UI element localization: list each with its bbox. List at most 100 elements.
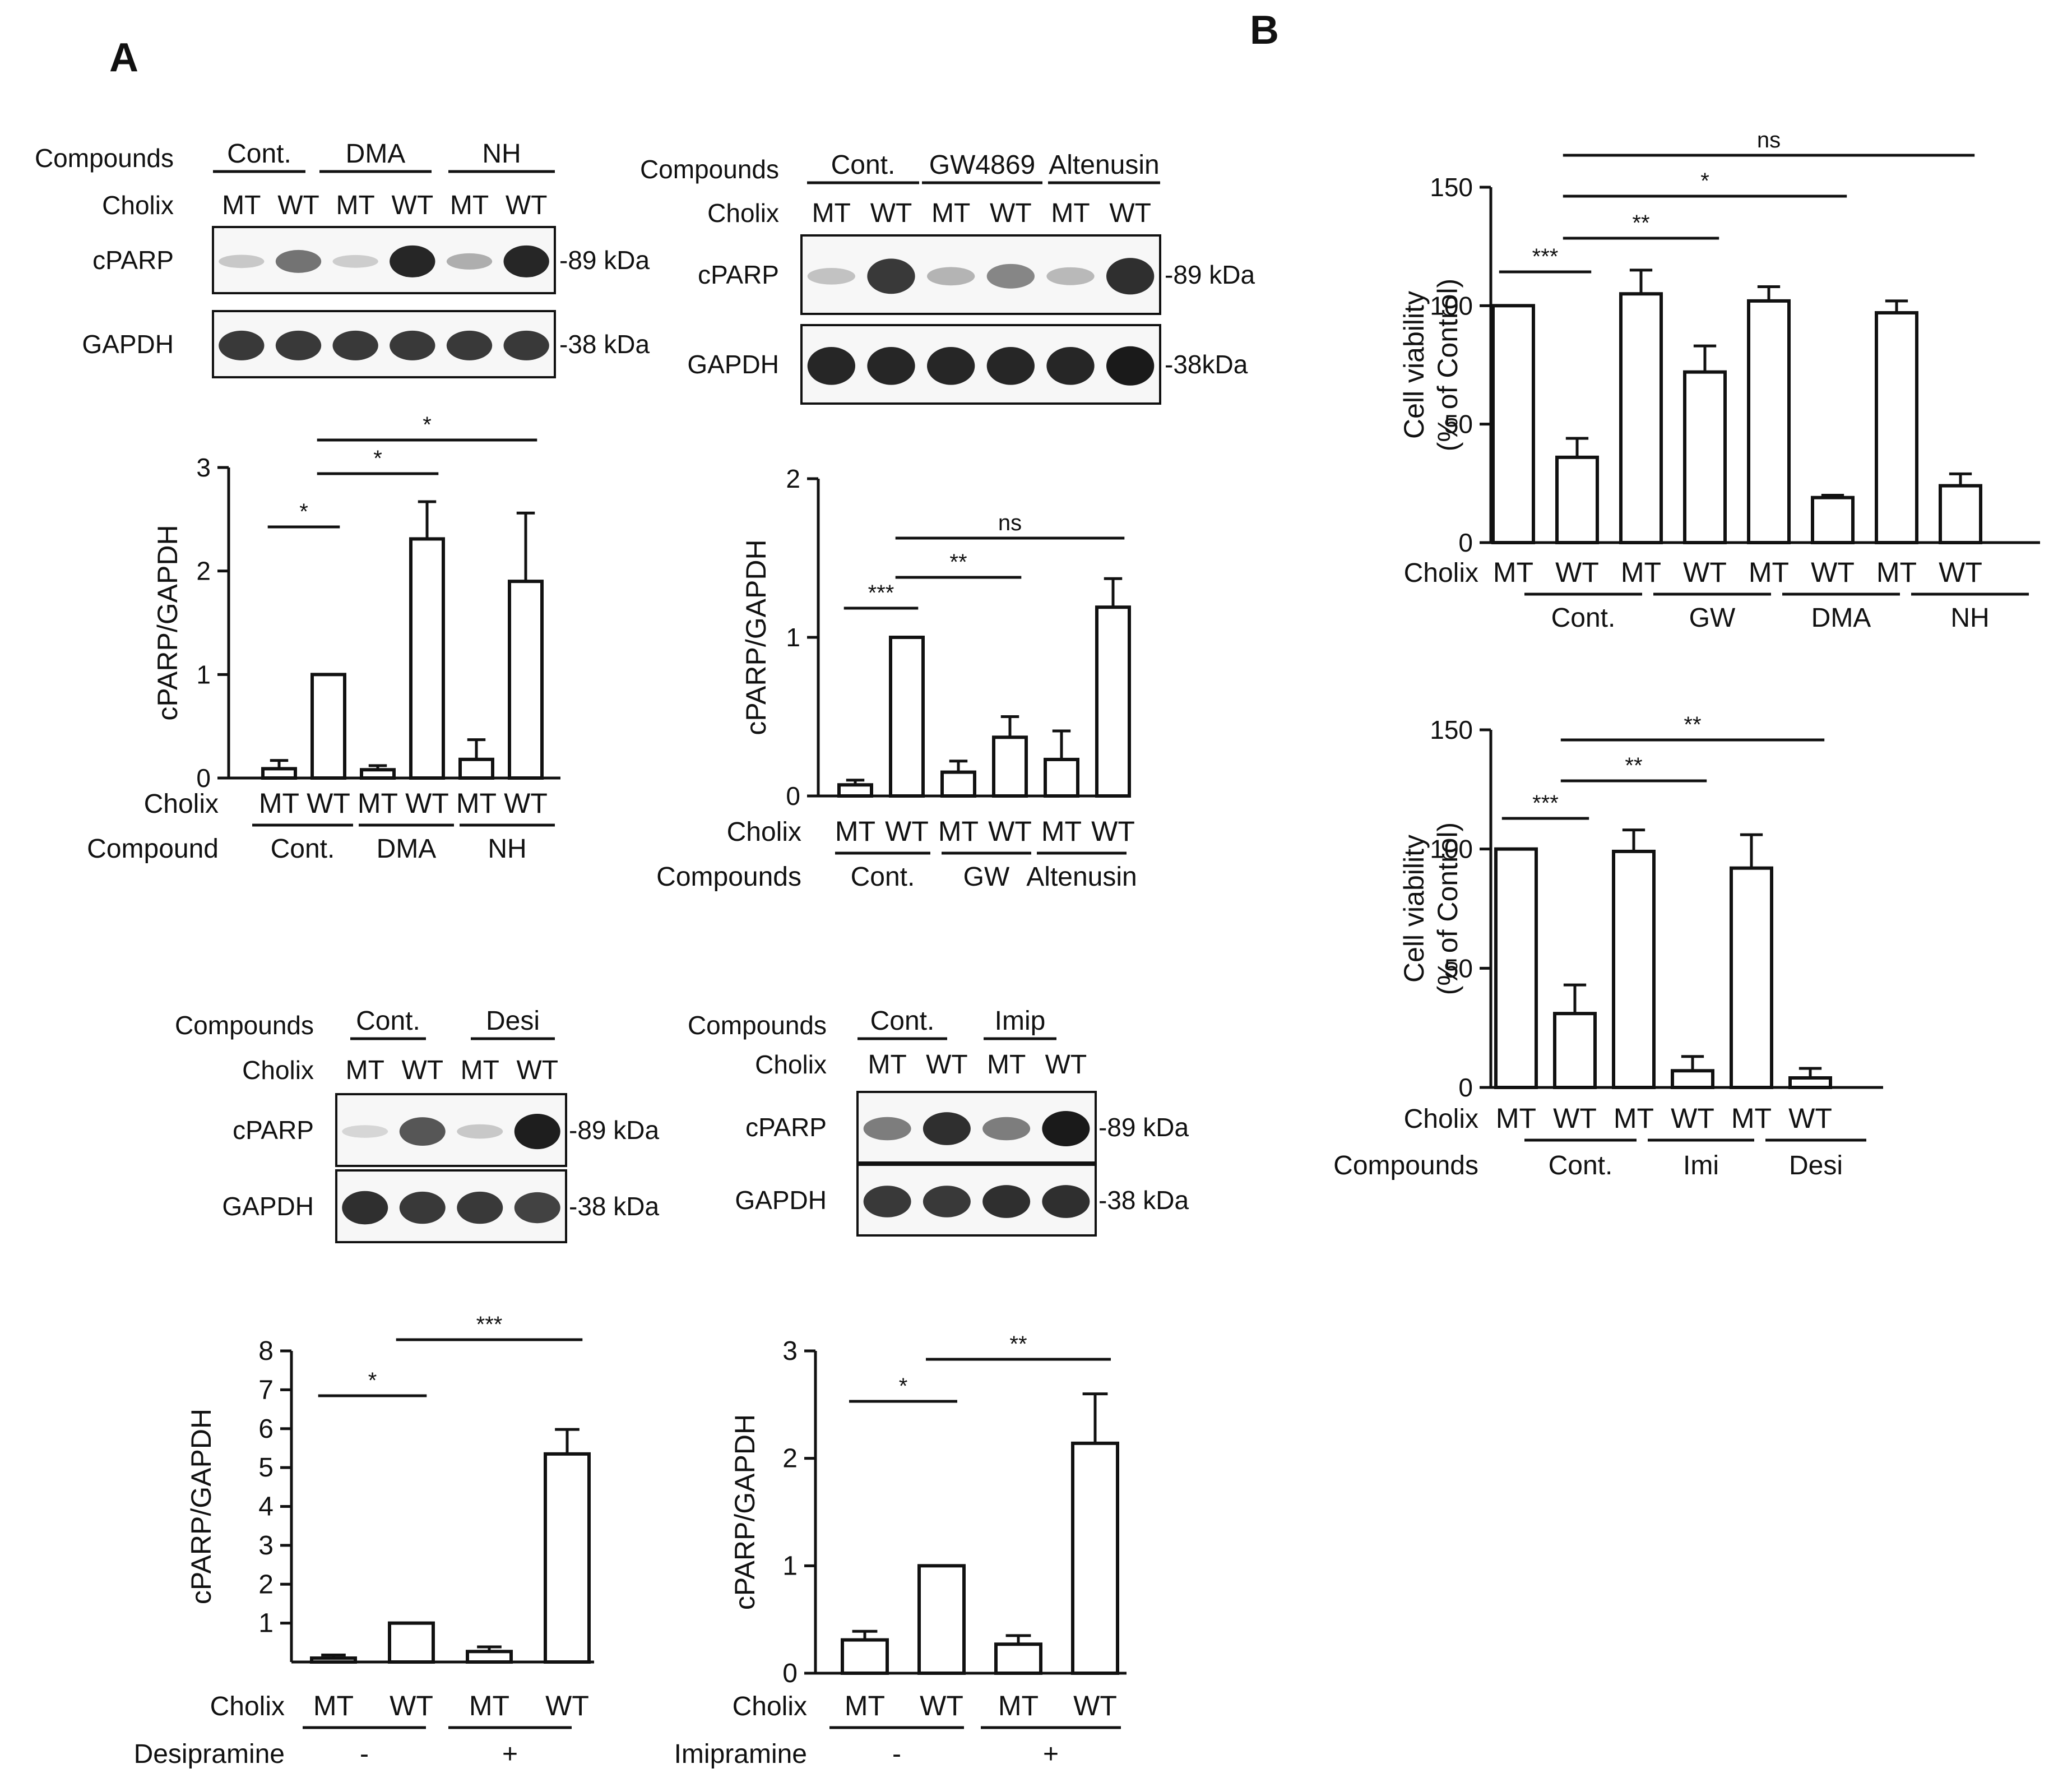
blot-band xyxy=(332,330,378,360)
x-tick-label: WT xyxy=(307,788,350,819)
group-label: + xyxy=(1043,1739,1059,1769)
blot-band xyxy=(867,346,915,385)
blot-band xyxy=(275,330,322,360)
y-axis-title: Cell viability(% of Control) xyxy=(1398,822,1463,995)
group-label: - xyxy=(892,1739,901,1769)
y-axis-title-line: (% of Control) xyxy=(1432,279,1463,451)
blot-lane-label: MT xyxy=(336,191,375,220)
y-axis-title-line: Cell viability xyxy=(1398,835,1430,983)
compound-row-label: Compound xyxy=(87,834,219,864)
y-tick-label: 5 xyxy=(258,1453,274,1483)
group-label: Altenusin xyxy=(1026,862,1137,892)
y-axis-title-line: (% of Control) xyxy=(1432,822,1463,995)
blot-band xyxy=(982,1185,1031,1218)
significance-label: ns xyxy=(998,511,1022,535)
blot-group-label: Cont. xyxy=(227,139,291,169)
y-tick-label: 0 xyxy=(1458,528,1473,557)
bar xyxy=(1788,1076,1832,1090)
cholix-row-label: Cholix xyxy=(733,1692,807,1721)
bar xyxy=(466,1650,513,1664)
blot-group-label: Altenusin xyxy=(1049,150,1159,180)
x-tick-label: WT xyxy=(1555,557,1599,588)
x-tick-label: MT xyxy=(1493,557,1533,588)
group-label: DMA xyxy=(1811,603,1871,633)
y-axis-title: cPARP/GAPDH xyxy=(152,525,183,720)
blot-1: Compounds Cholix Cont. DMA NH MT WT MT WT MT WT cPA… xyxy=(35,139,650,378)
bar xyxy=(992,735,1028,798)
blot-size-marker: -38 kDa xyxy=(559,330,650,359)
bar xyxy=(1044,757,1079,798)
blot-band xyxy=(219,254,265,268)
blot-row-label: cPARP xyxy=(698,260,779,289)
y-tick-label: 150 xyxy=(1430,173,1473,202)
y-tick-label: 100 xyxy=(1430,291,1473,320)
blot-band xyxy=(807,268,856,285)
bar xyxy=(994,1642,1042,1675)
blot-lane-label: WT xyxy=(516,1055,558,1085)
compound-row-label: Imipramine xyxy=(674,1739,807,1769)
blot-band xyxy=(986,346,1035,385)
blot-lane-label: WT xyxy=(401,1055,443,1085)
blot-lane-label: MT xyxy=(222,191,261,220)
bar xyxy=(544,1452,591,1664)
y-axis-title: cPARP/GAPDH xyxy=(186,1409,217,1604)
blot-row-label: GAPDH xyxy=(687,350,779,379)
blot-size-marker: -89 kDa xyxy=(569,1115,659,1145)
y-tick-label: 2 xyxy=(782,1444,798,1474)
blot-membrane xyxy=(800,324,1161,405)
bar xyxy=(889,636,925,798)
blot-band xyxy=(342,1125,388,1138)
significance-label: *** xyxy=(1532,791,1559,816)
blot-band xyxy=(399,1191,446,1224)
significance-label: * xyxy=(368,1368,377,1393)
bar xyxy=(917,1564,966,1675)
group-label: GW xyxy=(1689,603,1736,633)
bar xyxy=(1671,1069,1714,1090)
panel-label-b: B xyxy=(1250,8,1279,53)
y-tick-label: 2 xyxy=(196,557,211,586)
blot-lane-label: WT xyxy=(1109,198,1151,228)
x-tick-label: WT xyxy=(504,788,548,819)
blot-cholix-label: Cholix xyxy=(242,1055,314,1085)
blot-row-label: GAPDH xyxy=(82,330,174,359)
blot-band xyxy=(332,254,378,268)
bar xyxy=(1811,496,1855,545)
y-tick-label: 2 xyxy=(786,464,800,493)
blot-compounds-label: Compounds xyxy=(175,1011,314,1040)
blot-group-label: Imip xyxy=(995,1006,1046,1036)
significance-label: * xyxy=(373,446,382,471)
x-tick-label: WT xyxy=(1091,816,1135,847)
bar xyxy=(1491,304,1535,544)
x-tick-label: MT xyxy=(1731,1103,1772,1134)
blot-band xyxy=(863,1186,911,1217)
x-tick-label: WT xyxy=(1073,1690,1117,1721)
significance-label: * xyxy=(423,413,432,437)
group-label: + xyxy=(502,1739,518,1769)
y-axis-title-line: cPARP/GAPDH xyxy=(740,539,772,735)
y-tick-label: 3 xyxy=(782,1336,798,1366)
bar xyxy=(1875,311,1918,544)
blot-size-marker: -89 kDa xyxy=(1098,1113,1189,1142)
bar xyxy=(458,757,494,780)
x-tick-label: MT xyxy=(1041,816,1082,847)
y-tick-label: 4 xyxy=(258,1492,274,1522)
group-label: Desi xyxy=(1789,1151,1843,1180)
blot-group-label: DMA xyxy=(346,139,406,169)
compound-row-label: Compounds xyxy=(1333,1151,1478,1180)
blot-row-label: cPARP xyxy=(92,246,174,275)
blot-band xyxy=(923,1112,971,1145)
bar xyxy=(508,580,544,780)
blot-band xyxy=(1106,346,1155,386)
blot-compounds-label: Compounds xyxy=(688,1011,827,1040)
y-tick-label: 100 xyxy=(1430,835,1473,864)
blot-band xyxy=(1042,1185,1090,1218)
significance-label: *** xyxy=(476,1312,503,1337)
blot-compounds-label: Compounds xyxy=(35,143,174,173)
blot-lane-label: MT xyxy=(868,1050,906,1080)
blot-lane-label: WT xyxy=(392,191,434,220)
blot-band xyxy=(927,346,975,385)
x-tick-label: WT xyxy=(1788,1103,1832,1134)
